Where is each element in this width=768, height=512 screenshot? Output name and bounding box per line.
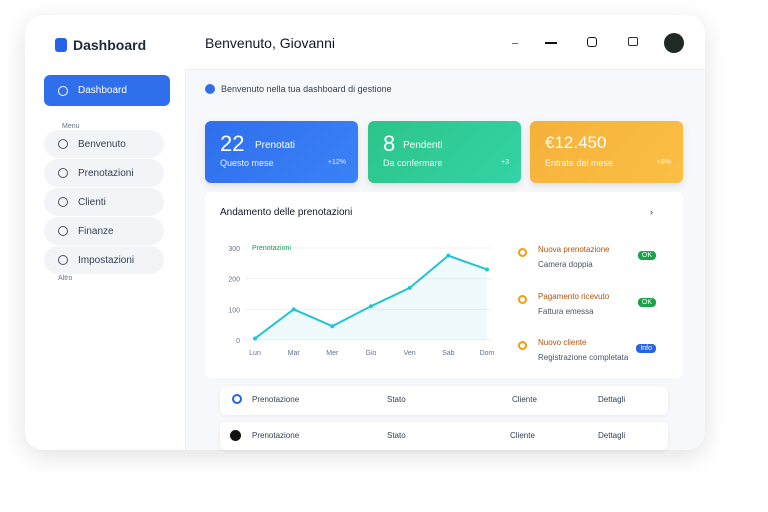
nav-label: Finanze (78, 225, 114, 237)
row-icon (230, 430, 241, 441)
notice-icon (205, 84, 215, 94)
nav-icon (58, 168, 68, 178)
point (369, 304, 373, 309)
nav-label: Prenotazioni (78, 167, 134, 179)
activity-item[interactable]: Nuova prenotazione Camera doppia OK (518, 245, 668, 285)
cell: Dettagli (598, 431, 626, 440)
brand: Dashboard (55, 37, 146, 53)
icon-window[interactable] (587, 37, 597, 47)
stat-value: 8 (383, 131, 396, 156)
cell: Cliente (510, 431, 535, 440)
greeting: Benvenuto, Giovanni (205, 35, 335, 51)
nav-icon (58, 197, 68, 207)
cell: Stato (387, 395, 406, 404)
stat-card[interactable]: €12.450 Entrate del mese +8% (530, 121, 683, 183)
activity-item[interactable]: Pagamento ricevuto Fattura emessa OK (518, 292, 668, 332)
panel-more[interactable]: › (650, 207, 653, 217)
activity-title: Pagamento ricevuto (538, 292, 610, 301)
stat-label: Prenotati (255, 140, 296, 151)
point (446, 253, 451, 258)
cell: Dettagli (598, 395, 626, 404)
stat-delta: +12% (327, 159, 346, 166)
nav-icon (58, 85, 68, 96)
cell: Prenotazione (252, 431, 300, 440)
brand-name: Dashboard (73, 37, 147, 53)
nav-icon (58, 255, 68, 265)
row-icon (232, 394, 242, 404)
activity-subtitle: Fattura emessa (538, 307, 594, 316)
nav-item[interactable]: Prenotazioni (44, 159, 164, 187)
activity-title: Nuovo cliente (538, 338, 587, 347)
stat-label: Pendenti (403, 140, 443, 151)
point (485, 267, 489, 272)
nav-item[interactable]: Dashboard (44, 75, 170, 106)
icon-arrow[interactable] (512, 43, 518, 44)
chart-panel (205, 192, 683, 378)
nav-item[interactable]: Benvenuto (44, 130, 164, 158)
nav-icon (58, 139, 68, 149)
activity-subtitle: Registrazione completata (538, 353, 629, 362)
nav-section: Altro (58, 275, 73, 282)
x-tick-label: Ven (404, 350, 416, 357)
nav-label: Impostazioni (78, 254, 135, 266)
x-tick-label: Mar (288, 350, 301, 357)
activity-icon (518, 295, 527, 304)
y-tick-label: 100 (228, 307, 240, 314)
x-tick-label: Lun (249, 350, 261, 357)
stat-note: Questo mese (220, 158, 274, 168)
logo (55, 38, 67, 52)
area (255, 255, 487, 340)
notice-text: Benvenuto nella tua dashboard di gestion… (221, 84, 392, 94)
stat-value: €12.450 (545, 133, 607, 152)
icon-menu[interactable] (545, 42, 557, 44)
nav-label: Dashboard (78, 85, 127, 96)
point (291, 307, 296, 312)
header (185, 15, 705, 70)
point (253, 336, 257, 341)
cell: Prenotazione (252, 395, 300, 404)
stat-card[interactable]: 8 Pendenti Da confermare +3 (368, 121, 521, 183)
x-tick-label: Dom (480, 350, 495, 357)
nav-label: Clienti (78, 196, 106, 208)
cell: Stato (387, 431, 406, 440)
nav-item[interactable]: Impostazioni (44, 246, 164, 274)
x-tick-label: Sab (442, 350, 455, 357)
nav-item[interactable]: Clienti (44, 188, 164, 216)
avatar[interactable] (664, 33, 684, 53)
y-tick-label: 300 (228, 246, 240, 253)
stat-delta: +3 (501, 159, 509, 166)
x-tick-label: Mer (326, 350, 339, 357)
table-row[interactable]: Prenotazione Stato Cliente Dettagli (220, 422, 668, 450)
nav-item[interactable]: Finanze (44, 217, 164, 245)
activity-item[interactable]: Nuovo cliente Registrazione completata Inf… (518, 338, 668, 378)
stat-note: Da confermare (383, 158, 443, 168)
legend-label: Prenotazioni (252, 245, 291, 252)
nav-label: Benvenuto (78, 138, 126, 150)
x-tick-label: Gio (366, 350, 377, 357)
activity-title: Nuova prenotazione (538, 245, 610, 254)
stat-delta: +8% (656, 159, 671, 166)
chart-title: Andamento delle prenotazioni (220, 207, 353, 218)
y-tick-label: 0 (236, 338, 240, 345)
activity-badge: Info (636, 344, 656, 353)
point (407, 285, 412, 290)
icon-chat[interactable] (628, 37, 638, 46)
cell: Cliente (512, 395, 537, 404)
activity-subtitle: Camera doppia (538, 260, 593, 269)
stat-note: Entrate del mese (545, 158, 614, 168)
activity-badge: OK (637, 251, 656, 260)
stat-value: 22 (220, 131, 245, 156)
nav-section: Menu (62, 123, 80, 130)
notice: Benvenuto nella tua dashboard di gestion… (205, 84, 392, 94)
nav-icon (58, 226, 68, 236)
table-row[interactable]: Prenotazione Stato Cliente Dettagli (220, 386, 668, 415)
stat-card[interactable]: 22 Prenotati Questo mese +12% (205, 121, 358, 183)
point (330, 324, 335, 329)
activity-badge: OK (637, 298, 656, 307)
activity-icon (518, 341, 527, 350)
activity-icon (518, 248, 527, 257)
y-tick-label: 200 (228, 277, 240, 284)
